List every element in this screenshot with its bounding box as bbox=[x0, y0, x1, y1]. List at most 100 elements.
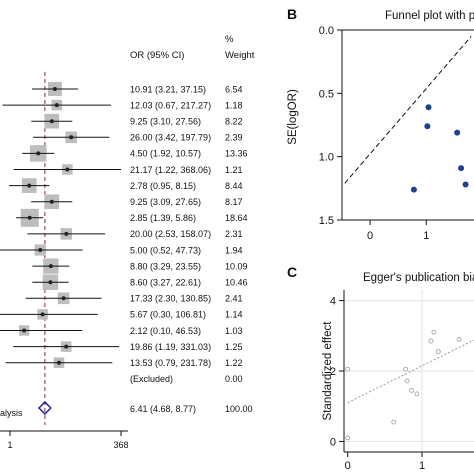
forest-weight-pct-header: % bbox=[225, 34, 234, 45]
study-weight-text: 8.22 bbox=[225, 117, 243, 127]
egger-study-point bbox=[403, 366, 409, 372]
study-point-marker bbox=[36, 151, 41, 156]
study-point-marker bbox=[38, 248, 43, 252]
study-point-marker bbox=[49, 119, 54, 124]
study-or-text: 17.33 (2.30, 130.85) bbox=[130, 294, 211, 304]
study-or-text: (Excluded) bbox=[130, 374, 173, 384]
funnel-y-tick-label: 0.5 bbox=[319, 88, 334, 100]
study-weight-text: 6.54 bbox=[225, 84, 243, 94]
study-point-marker bbox=[22, 328, 27, 333]
study-or-text: 2.85 (1.39, 5.86) bbox=[130, 213, 196, 223]
funnel-study-point bbox=[425, 104, 432, 111]
funnel-plot-area: 0.0 0.5 1.0 1.5 0 1 bbox=[319, 25, 474, 242]
study-weight-text: 10.46 bbox=[225, 278, 248, 288]
egger-study-point bbox=[414, 391, 420, 397]
egger-y-tick-label: 4 bbox=[330, 296, 336, 308]
funnel-x-tick-label: 1 bbox=[423, 230, 429, 242]
forest-rows: 10.91 (3.21, 37.15) 6.54 12.03 (0.67, 217.… bbox=[0, 72, 248, 425]
study-weight-text: 1.25 bbox=[225, 342, 243, 352]
study-point-marker bbox=[64, 231, 69, 236]
forest-plot-panel: % OR (95% CI) Weight 10.91 (3.21, 37.15)… bbox=[0, 34, 255, 450]
study-or-text: 19.86 (1.19, 331.03) bbox=[130, 342, 211, 352]
study-point-marker bbox=[52, 87, 57, 91]
egger-study-point bbox=[435, 349, 441, 355]
study-weight-text: 18.64 bbox=[225, 213, 248, 223]
study-or-text: 4.50 (1.92, 10.57) bbox=[130, 149, 201, 159]
study-point-marker bbox=[69, 135, 74, 140]
forest-x-tick-label: 368 bbox=[113, 440, 128, 450]
funnel-panel-letter: B bbox=[287, 6, 297, 22]
egger-title: Egger's publication bias bbox=[363, 272, 474, 284]
study-weight-text: 13.36 bbox=[225, 149, 248, 159]
egger-study-point bbox=[409, 387, 415, 393]
study-or-text: 21.17 (1.22, 368.06) bbox=[130, 165, 211, 175]
overall-effect-diamond bbox=[38, 401, 52, 415]
study-point-marker bbox=[48, 264, 53, 269]
funnel-y-tick-label: 1.5 bbox=[319, 215, 334, 227]
study-or-text: 8.80 (3.29, 23.55) bbox=[130, 261, 201, 271]
study-point-marker bbox=[40, 312, 45, 317]
study-point-marker bbox=[64, 344, 69, 349]
egger-y-tick-label: 0 bbox=[330, 436, 336, 448]
egger-ylabel: Standardized effect bbox=[322, 321, 334, 421]
egger-panel-letter: C bbox=[287, 264, 297, 280]
egger-y-tick-label: 2 bbox=[330, 366, 336, 378]
funnel-study-point bbox=[462, 181, 469, 188]
study-or-text: 20.00 (2.53, 158.07) bbox=[130, 229, 211, 239]
study-weight-text: 1.21 bbox=[225, 165, 243, 175]
forest-overall-or-text: 6.41 (4.68, 8.77) bbox=[130, 404, 196, 414]
funnel-study-point bbox=[458, 165, 465, 172]
funnel-plot-panel: B Funnel plot with pse SE(logOR) 0.0 0.5 1… bbox=[287, 6, 474, 242]
study-or-text: 12.03 (0.67, 217.27) bbox=[130, 100, 211, 110]
study-or-text: 9.25 (3.10, 27.56) bbox=[130, 117, 201, 127]
study-or-text: 8.60 (3.27, 22.61) bbox=[130, 278, 201, 288]
egger-study-point bbox=[428, 338, 434, 344]
funnel-ylabel: SE(logOR) bbox=[287, 89, 299, 145]
study-or-text: 13.53 (0.79, 231.78) bbox=[130, 358, 211, 368]
egger-regression-line bbox=[347, 339, 474, 404]
egger-plot-panel: C Egger's publication bias Standardized … bbox=[287, 264, 474, 472]
funnel-x-tick-label: 0 bbox=[367, 230, 373, 242]
egger-x-tick-label: 0 bbox=[345, 460, 351, 472]
study-or-text: 5.67 (0.30, 106.81) bbox=[130, 310, 206, 320]
egger-study-point bbox=[404, 378, 410, 384]
funnel-study-point bbox=[410, 186, 417, 193]
study-or-text: 9.25 (3.09, 27.65) bbox=[130, 197, 201, 207]
study-point-marker bbox=[56, 360, 61, 365]
study-point-marker bbox=[49, 199, 54, 204]
forest-overall-label: alysis bbox=[0, 408, 23, 418]
study-weight-text: 1.03 bbox=[225, 326, 243, 336]
egger-study-point bbox=[431, 329, 437, 335]
study-or-text: 2.78 (0.95, 8.15) bbox=[130, 181, 196, 191]
study-weight-text: 1.18 bbox=[225, 100, 243, 110]
funnel-study-point bbox=[454, 129, 461, 136]
funnel-y-tick-label: 0.0 bbox=[319, 25, 334, 37]
funnel-study-point bbox=[424, 123, 431, 130]
egger-study-point bbox=[345, 366, 351, 372]
study-weight-text: 2.31 bbox=[225, 229, 243, 239]
study-point-marker bbox=[27, 215, 32, 220]
study-or-text: 10.91 (3.21, 37.15) bbox=[130, 84, 206, 94]
study-weight-text: 1.94 bbox=[225, 245, 243, 255]
study-or-text: 26.00 (3.42, 197.79) bbox=[130, 133, 211, 143]
forest-x-tick-label: 1 bbox=[7, 440, 12, 450]
egger-study-point bbox=[391, 419, 397, 425]
egger-study-point bbox=[345, 435, 351, 441]
study-weight-text: 10.09 bbox=[225, 261, 248, 271]
forest-or-header: OR (95% CI) bbox=[130, 50, 184, 61]
study-weight-text: 0.00 bbox=[225, 374, 243, 384]
forest-overall-weight-text: 100.00 bbox=[225, 404, 253, 414]
study-weight-text: 8.17 bbox=[225, 197, 243, 207]
funnel-y-tick-label: 1.0 bbox=[319, 152, 334, 164]
study-point-marker bbox=[48, 280, 53, 285]
study-or-text: 5.00 (0.52, 47.73) bbox=[130, 245, 201, 255]
egger-study-point bbox=[456, 336, 462, 342]
study-point-marker bbox=[54, 103, 59, 108]
study-weight-text: 1.22 bbox=[225, 358, 243, 368]
egger-x-tick-label: 1 bbox=[419, 460, 425, 472]
study-weight-text: 8.44 bbox=[225, 181, 243, 191]
study-weight-text: 2.41 bbox=[225, 294, 243, 304]
study-or-text: 2.12 (0.10, 46.53) bbox=[130, 326, 201, 336]
forest-x-axis: 1 368 bbox=[0, 430, 129, 450]
study-weight-text: 2.39 bbox=[225, 133, 243, 143]
